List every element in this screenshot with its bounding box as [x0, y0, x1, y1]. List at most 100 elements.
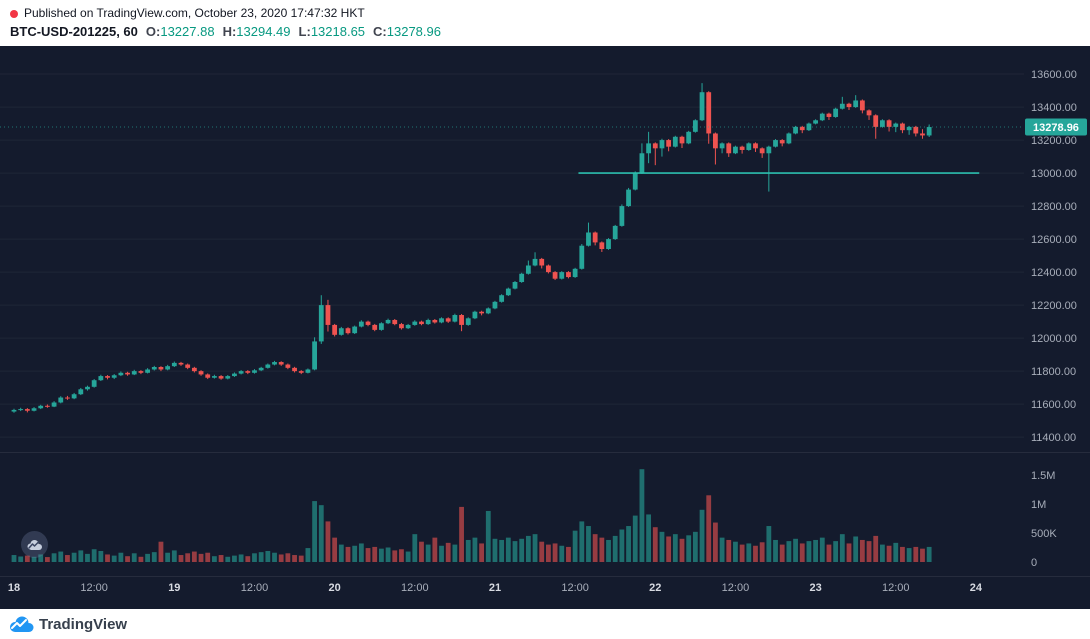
time-axis-label: 24 — [970, 582, 983, 594]
volume-bar — [679, 538, 685, 562]
candle-body — [158, 367, 164, 370]
volume-bar — [278, 554, 284, 562]
volume-bar — [492, 538, 498, 562]
candle-body — [205, 374, 211, 378]
volume-bar — [826, 544, 832, 562]
candle-body — [292, 367, 297, 372]
volume-bar — [365, 548, 371, 562]
candle-body — [372, 324, 378, 330]
candle-body — [686, 131, 692, 144]
candle-body — [385, 319, 391, 324]
volume-bar — [599, 537, 605, 562]
volume-bar — [18, 556, 24, 562]
candle-body — [111, 375, 117, 378]
footer: TradingView — [0, 609, 1090, 639]
candle-body — [739, 146, 745, 150]
volume-bar — [245, 556, 251, 562]
time-axis-label: 23 — [809, 582, 821, 594]
candle-body — [505, 288, 511, 296]
candle-body — [225, 376, 231, 379]
volume-bar — [592, 534, 598, 562]
volume-bar — [425, 544, 431, 562]
candle-body — [692, 120, 698, 132]
candle-body — [305, 369, 311, 373]
candle-body — [492, 301, 498, 309]
ohlc-close: C:13278.96 — [373, 24, 441, 39]
volume-bar — [452, 544, 458, 562]
candle-body — [98, 376, 104, 381]
candle-body — [379, 323, 384, 330]
volume-bar — [512, 541, 518, 562]
candle-body — [85, 386, 90, 390]
time-axis-label: 21 — [489, 582, 501, 594]
candle-body — [726, 143, 732, 154]
candle-body — [652, 143, 658, 149]
candle-body — [525, 265, 531, 274]
candle-body — [325, 305, 331, 325]
volume-bar — [806, 541, 812, 562]
candle-body — [626, 189, 631, 207]
volume-bar — [719, 537, 725, 562]
tradingview-logo-icon[interactable] — [8, 615, 34, 633]
volume-bar — [773, 539, 778, 562]
volume-bar — [813, 539, 818, 562]
ohlc-open: O:13227.88 — [145, 24, 215, 39]
volume-bar — [11, 555, 17, 562]
candle-body — [71, 394, 77, 399]
volume-bar — [652, 527, 658, 562]
candle-body — [78, 389, 84, 395]
volume-bar — [546, 544, 551, 562]
volume-bar — [198, 553, 204, 562]
candle-body — [278, 362, 284, 365]
volume-bar — [71, 552, 77, 562]
price-axis-label: 13400.00 — [1031, 102, 1077, 114]
volume-bar — [171, 550, 177, 562]
candle-body — [913, 126, 919, 134]
volume-bar — [733, 541, 738, 562]
candle-body — [258, 367, 264, 371]
candle-body — [218, 376, 224, 379]
volume-bar — [559, 545, 565, 562]
candle-body — [232, 373, 237, 377]
candle-body — [900, 123, 905, 131]
candle-body — [606, 239, 611, 249]
chart-logo-button[interactable] — [21, 531, 48, 558]
volume-bar — [739, 544, 745, 562]
time-axis-label: 22 — [649, 582, 661, 594]
volume-bar — [58, 551, 64, 562]
volume-bar — [639, 469, 645, 562]
candle-body — [125, 372, 130, 375]
candle-body — [632, 173, 638, 190]
candle-body — [886, 120, 892, 127]
candle-body — [338, 328, 344, 335]
volume-bar — [859, 539, 865, 562]
candle-body — [185, 364, 191, 368]
candle-body — [432, 319, 438, 323]
time-axis-label: 18 — [8, 582, 20, 594]
volume-bar — [566, 546, 571, 562]
candle-body — [893, 123, 899, 127]
time-axis-label: 12:00 — [882, 582, 910, 594]
candle-body — [559, 272, 565, 279]
candle-body — [298, 371, 304, 373]
volume-bar — [692, 531, 698, 562]
candle-body — [245, 371, 251, 373]
candle-body — [412, 321, 418, 325]
candle-body — [318, 305, 324, 342]
candle-body — [472, 311, 478, 319]
candle-body — [826, 113, 832, 117]
volume-bar — [118, 552, 124, 562]
candle-body — [165, 366, 171, 370]
candle-body — [586, 232, 591, 246]
volume-bar — [485, 510, 491, 562]
chart-canvas[interactable]: 13600.00 13400.00 13200.00 13000.00 12800.00… — [0, 46, 1090, 609]
candle-body — [753, 143, 758, 149]
volume-bar — [659, 531, 665, 562]
candle-body — [793, 126, 798, 134]
tradingview-wordmark[interactable]: TradingView — [39, 615, 128, 633]
volume-bar — [432, 537, 438, 562]
published-text: Published on TradingView.com, October 23… — [24, 6, 365, 20]
time-axis-label: 20 — [329, 582, 341, 594]
volume-bar — [352, 545, 358, 562]
candle-body — [619, 206, 625, 226]
